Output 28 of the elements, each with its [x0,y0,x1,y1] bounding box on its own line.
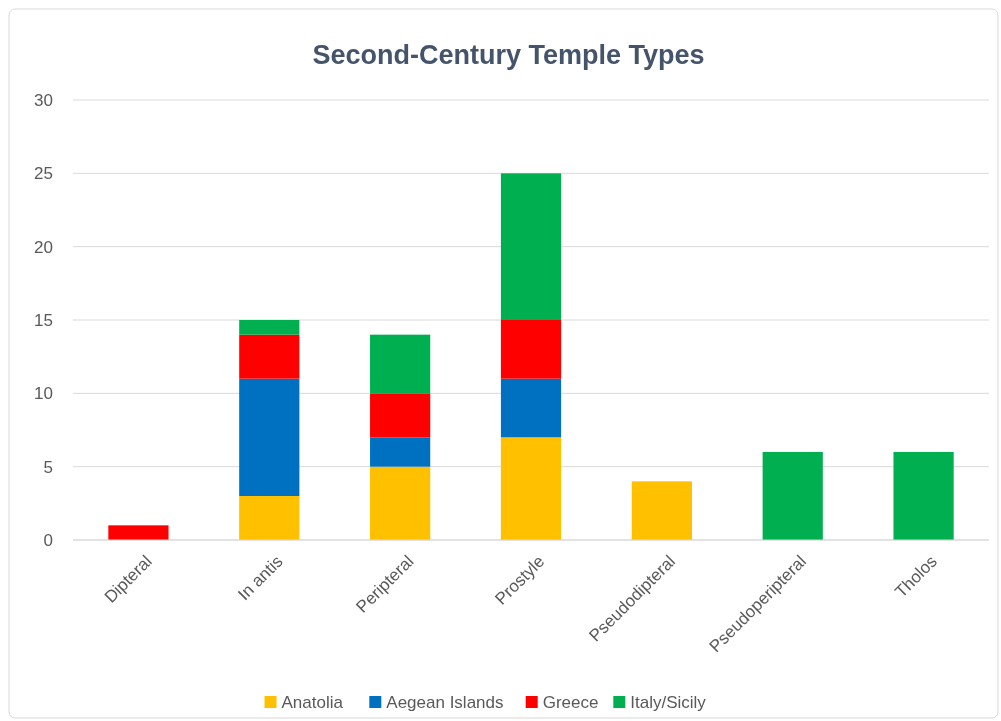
bar [239,320,300,335]
y-tick-label: 10 [34,384,53,404]
y-tick-label: 5 [43,457,53,477]
y-tick-label: 30 [34,90,53,110]
y-tick-label: 20 [34,237,53,257]
bar [631,481,692,540]
legend-label: Italy/Sicily [630,692,707,712]
bar [108,525,169,540]
bar [500,437,562,540]
bar [239,334,300,379]
legend-label: Aegean Islands [386,692,504,712]
bar [239,496,300,540]
bar [370,393,431,438]
chart-title: Second-Century Temple Types [312,40,705,70]
legend-label: Greece [542,692,599,712]
bar [762,452,823,540]
y-tick-label: 25 [34,164,53,184]
bar [893,452,954,540]
bar [500,320,562,379]
bar [500,378,562,438]
y-tick-label: 0 [43,530,53,550]
bar [500,173,562,320]
y-tick-label: 15 [34,310,53,330]
bar [370,437,431,467]
bar [239,378,300,496]
bar [370,466,431,540]
bar [370,334,431,394]
legend-label: Anatolia [281,692,344,712]
